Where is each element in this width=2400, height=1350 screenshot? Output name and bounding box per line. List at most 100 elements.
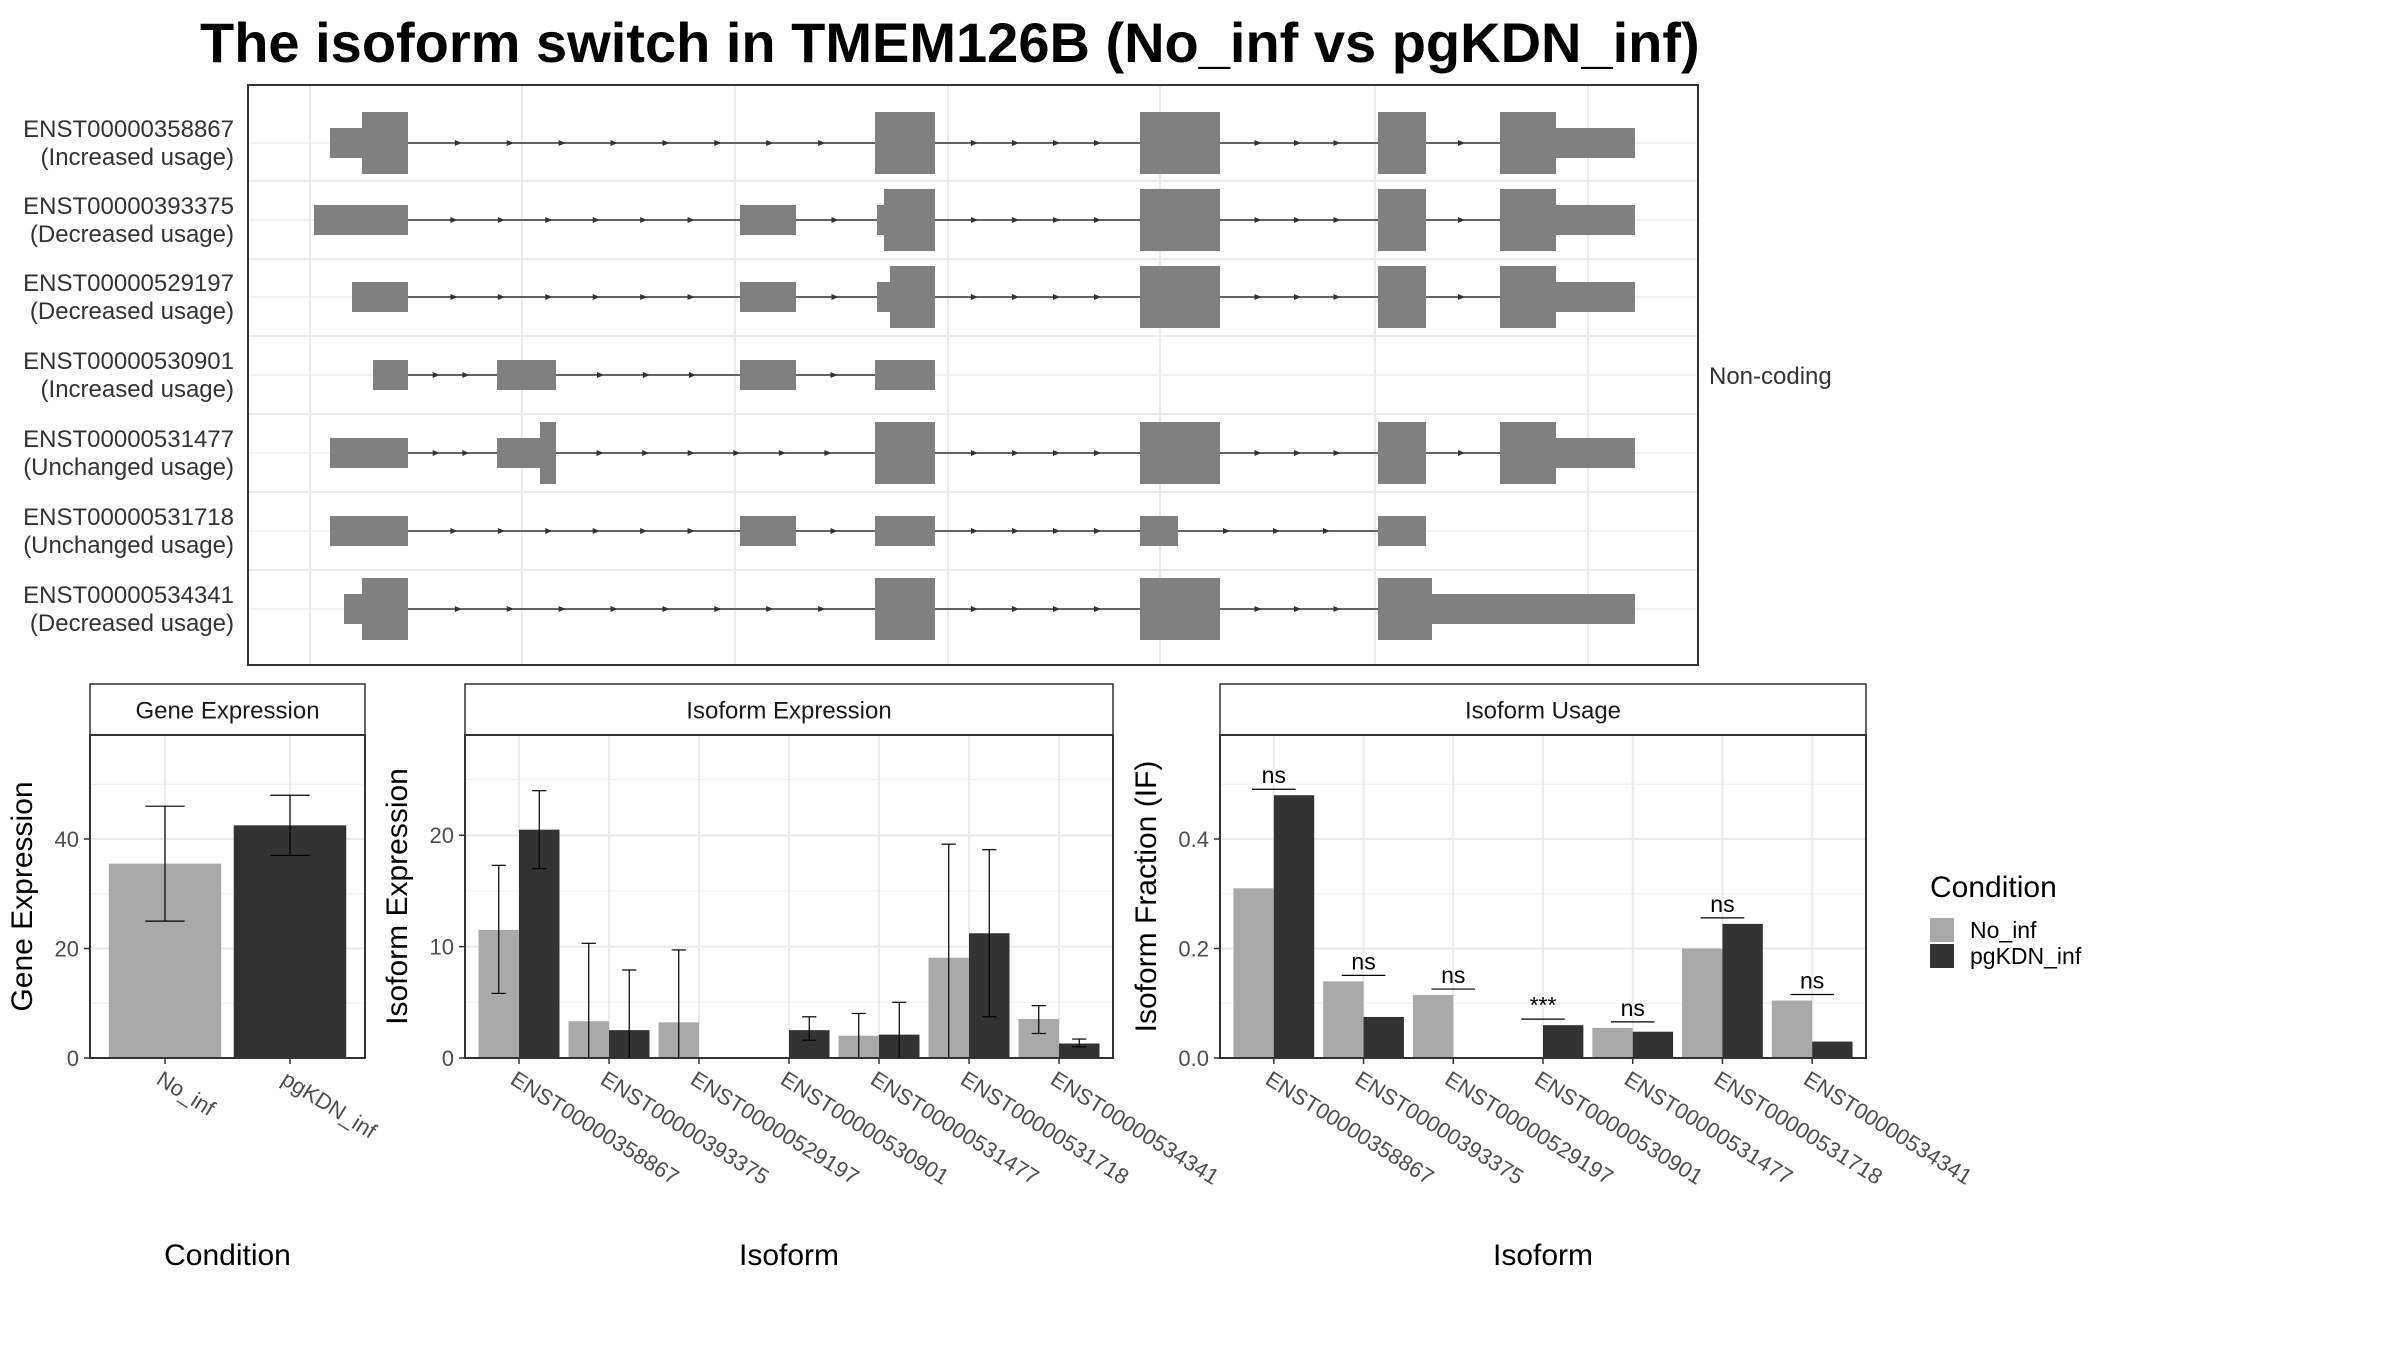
strand-arrow (689, 372, 696, 378)
x-tick-label: ENST00000358867 (1261, 1066, 1438, 1190)
transcript-row (344, 578, 1635, 640)
strand-arrow (432, 372, 440, 378)
strand-arrow (592, 217, 600, 223)
exon-block (540, 422, 556, 484)
strand-arrow (818, 140, 826, 146)
transcript-row (352, 266, 1635, 328)
strand-arrow (1094, 606, 1101, 612)
exon-block (875, 422, 935, 484)
strand-arrow (831, 294, 839, 300)
strand-arrow (610, 606, 618, 612)
strand-arrow (592, 294, 600, 300)
strand-arrow (1053, 606, 1060, 612)
exon-block (1378, 112, 1426, 174)
strand-arrow (1053, 450, 1060, 456)
bar-pgKDN_inf (1059, 1043, 1100, 1058)
significance-label: ns (1800, 968, 1824, 994)
bar-No_inf (1233, 888, 1274, 1058)
y-tick-label: 0.0 (1178, 1046, 1209, 1071)
panel-strip-title: Gene Expression (135, 698, 319, 725)
transcript-row (314, 189, 1635, 251)
strand-arrow (1294, 140, 1301, 146)
exon-block (884, 189, 935, 251)
strand-arrow (497, 528, 505, 534)
isoform-expression-panel: Isoform Expression01020ENST00000358867EN… (381, 683, 1223, 1272)
exon-block (1556, 438, 1635, 468)
gene-expression-panel: Gene Expression 0 20 40 No_inf pgKDN_inf Condi… (6, 683, 382, 1272)
strand-arrow (640, 294, 648, 300)
strand-arrow (831, 217, 839, 223)
strand-arrow (1294, 294, 1301, 300)
isoform-id-label: ENST00000534341 (23, 582, 234, 609)
exon-block (1500, 266, 1556, 328)
isoform-id-label: ENST00000531477 (23, 426, 234, 453)
panel-strip (464, 683, 1114, 736)
isoform-usage-panel: Isoform Usage ns ns ns *** ns ns ns 0.0 0.2 0.4 ENS… (1130, 683, 1977, 1272)
strand-arrow (1458, 294, 1465, 300)
exon-block (1378, 266, 1426, 328)
strand-arrow (1053, 294, 1060, 300)
strand-arrow (1458, 217, 1465, 223)
exon-block (362, 112, 408, 174)
strand-arrow (1254, 450, 1262, 456)
non-coding-strip-label: Non-coding (1709, 363, 1832, 390)
exon-block (373, 360, 408, 390)
strand-arrow (506, 606, 514, 612)
strand-arrow (1333, 294, 1341, 300)
transcript-row (373, 360, 935, 390)
exon-block (314, 205, 408, 235)
x-tick-label: ENST00000393375 (1351, 1066, 1528, 1190)
exon-block (1378, 422, 1426, 484)
strand-arrow (766, 140, 774, 146)
exon-block (1140, 189, 1220, 251)
x-tick-label: ENST00000531718 (1710, 1066, 1887, 1190)
isoform-id-label: ENST00000531718 (23, 504, 234, 531)
panel-strip (1219, 683, 1867, 736)
x-tick-label: ENST00000530901 (1530, 1066, 1707, 1190)
y-axis-title: Isoform Fraction (IF) (1130, 761, 1163, 1033)
strand-arrow (643, 372, 650, 378)
strand-arrow (1012, 140, 1019, 146)
y-tick-label: 0.2 (1178, 937, 1209, 962)
bar-No_inf (1323, 981, 1364, 1058)
exon-block (875, 112, 935, 174)
exon-block (352, 282, 408, 312)
exon-block (1378, 189, 1426, 251)
y-axis-title: Gene Expression (6, 781, 39, 1011)
x-tick-label: No_inf (152, 1066, 220, 1121)
isoform-id-label: ENST00000529197 (23, 270, 234, 297)
strand-arrow (1254, 606, 1262, 612)
exon-block (1378, 516, 1426, 546)
strand-arrow (1273, 528, 1280, 534)
strand-arrow (1053, 140, 1060, 146)
strand-arrow (450, 217, 458, 223)
bar-pgKDN_inf (1273, 795, 1315, 1058)
strand-arrow (971, 606, 978, 612)
transcript-row (330, 516, 1426, 546)
exon-block (740, 516, 796, 546)
x-axis-title: Condition (164, 1239, 291, 1272)
strand-arrow (687, 450, 695, 456)
strand-arrow (687, 528, 695, 534)
isoform-usage-label: (Unchanged usage) (23, 454, 234, 481)
strand-arrow (462, 450, 470, 456)
strand-arrow (1012, 294, 1019, 300)
strand-arrow (545, 294, 553, 300)
strand-arrow (1333, 140, 1341, 146)
strand-arrow (545, 217, 553, 223)
strand-arrow (818, 606, 826, 612)
significance-label: ns (1710, 891, 1734, 917)
exon-block (875, 578, 935, 640)
exon-block (362, 578, 408, 640)
strand-arrow (971, 140, 978, 146)
strand-arrow (971, 528, 978, 534)
strand-arrow (592, 528, 600, 534)
exon-block (877, 282, 890, 312)
strand-arrow (1053, 528, 1060, 534)
exon-block (344, 594, 362, 624)
strand-arrow (462, 372, 470, 378)
exon-block (497, 438, 540, 468)
y-tick-label: 10 (430, 935, 454, 960)
condition-legend: Condition No_inf pgKDN_inf (1930, 871, 2082, 969)
exon-block (1140, 578, 1220, 640)
